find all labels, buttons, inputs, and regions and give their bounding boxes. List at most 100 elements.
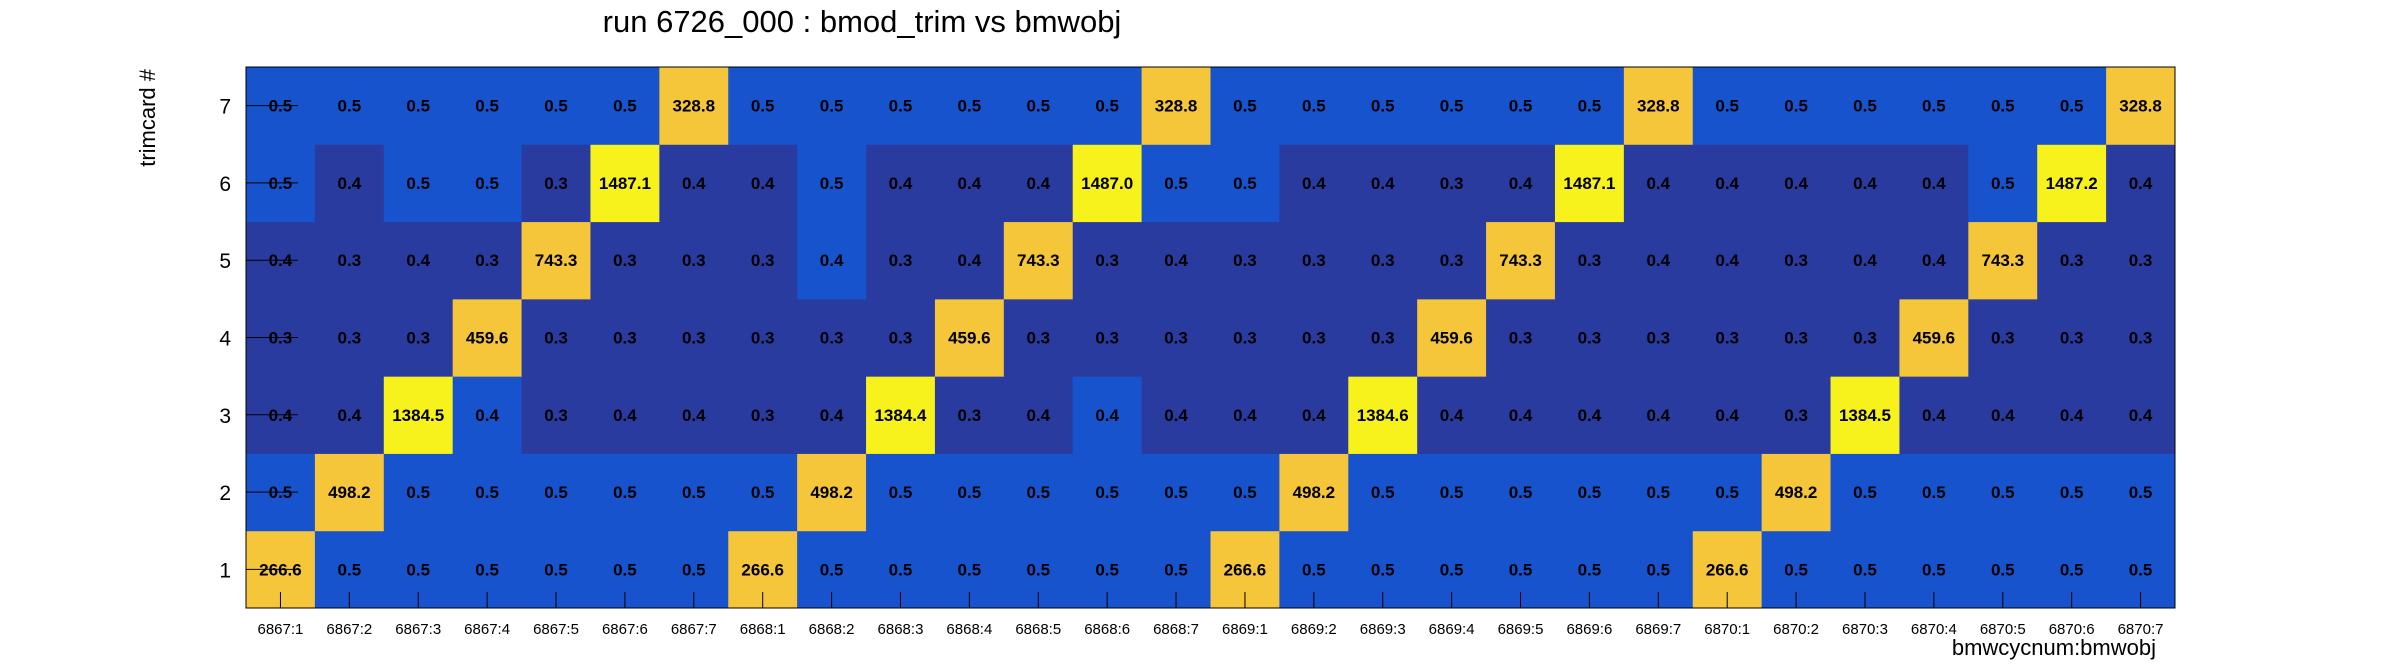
cell-value-label: 0.3 <box>1233 251 1257 270</box>
cell-value-label: 0.3 <box>820 329 844 348</box>
cell-value-label: 459.6 <box>1913 329 1956 348</box>
cell-value-label: 0.3 <box>613 251 637 270</box>
cell-value-label: 0.5 <box>1853 483 1877 502</box>
cell-value-label: 0.3 <box>544 329 568 348</box>
x-tick-label: 6870:7 <box>2118 621 2164 638</box>
cell-value-label: 0.5 <box>1853 560 1877 579</box>
x-tick-label: 6868:5 <box>1015 621 1061 638</box>
cell-value-label: 1384.5 <box>392 406 444 425</box>
cell-value-label: 0.5 <box>1095 483 1119 502</box>
heatmap-cell <box>1830 221 1900 300</box>
cell-value-label: 0.4 <box>406 251 430 270</box>
heatmap-cell <box>521 298 591 377</box>
heatmap-cell <box>383 298 454 377</box>
x-tick-label: 6868:6 <box>1084 621 1130 638</box>
heatmap-cell <box>2037 221 2107 300</box>
heatmap-cell <box>1692 67 1763 145</box>
x-tick-label: 6867:3 <box>395 621 441 638</box>
heatmap-cell <box>1554 67 1625 145</box>
y-tick-label: 4 <box>219 328 231 351</box>
heatmap-cell <box>1279 221 1349 300</box>
cell-value-label: 0.3 <box>751 406 775 425</box>
heatmap-cell <box>314 221 385 300</box>
heatmap-cell <box>1072 67 1143 145</box>
heatmap-cell <box>1348 144 1418 223</box>
cell-value-label: 0.5 <box>1991 560 2015 579</box>
heatmap-cell <box>452 144 523 223</box>
heatmap-cell <box>1141 144 1211 223</box>
heatmap-cell <box>2106 298 2176 377</box>
cell-value-label: 1487.0 <box>1081 174 1133 193</box>
heatmap-cell <box>521 144 591 223</box>
cell-value-label: 0.3 <box>1095 329 1119 348</box>
heatmap-cell <box>1348 67 1418 145</box>
heatmap-cell <box>1210 376 1280 454</box>
heatmap-cell <box>1968 376 2038 454</box>
heatmap-cell <box>1968 221 2038 300</box>
cell-value-label: 0.5 <box>613 483 637 502</box>
cell-value-label: 0.4 <box>1853 251 1877 270</box>
cell-value-label: 0.4 <box>1784 174 1808 193</box>
cell-value-label: 0.4 <box>1371 174 1395 193</box>
cell-value-label: 0.5 <box>1164 483 1188 502</box>
cell-labels: 266.6 0.5 0.5 0.5 0.5 0.5 0.5 266.6 0.5 0.5 0.5 0.5… <box>259 97 2162 580</box>
heatmap-cell <box>1830 453 1900 532</box>
cell-value-label: 0.3 <box>889 251 913 270</box>
cell-value-label: 0.5 <box>338 560 362 579</box>
heatmap-cell <box>1210 298 1280 377</box>
cell-value-label: 0.5 <box>820 97 844 116</box>
cell-value-label: 459.6 <box>948 329 991 348</box>
cell-value-label: 0.4 <box>1026 406 1050 425</box>
heatmap-cell <box>1899 144 1969 223</box>
heatmap-cell <box>1486 67 1556 145</box>
heatmap-cell <box>1279 376 1349 454</box>
cell-value-label: 0.5 <box>2060 483 2084 502</box>
heatmap-cell <box>1554 298 1625 377</box>
cell-value-label: 0.3 <box>1095 251 1119 270</box>
heatmap-cell <box>383 221 454 300</box>
cell-value-label: 0.5 <box>820 560 844 579</box>
cell-value-label: 0.5 <box>2129 483 2153 502</box>
cell-value-label: 1487.1 <box>1563 174 1615 193</box>
cell-value-label: 0.4 <box>1026 174 1050 193</box>
cell-value-label: 743.3 <box>535 251 578 270</box>
heatmap-cell <box>1417 376 1487 454</box>
cell-value-label: 0.4 <box>1922 251 1946 270</box>
cell-value-label: 0.5 <box>751 97 775 116</box>
cell-value-label: 0.4 <box>1302 174 1326 193</box>
heatmap-cell <box>1210 221 1280 300</box>
heatmap-cell <box>1692 453 1763 532</box>
x-tick-label: 6870:6 <box>2049 621 2095 638</box>
heatmap-cell <box>1623 144 1694 223</box>
heatmap-cell <box>659 221 729 300</box>
x-tick-label: 6869:7 <box>1635 621 1681 638</box>
heatmap-cell <box>1761 67 1832 145</box>
heatmap-cell <box>1486 298 1556 377</box>
cell-value-label: 0.3 <box>2060 251 2084 270</box>
cell-value-label: 0.5 <box>751 483 775 502</box>
heatmap-cell <box>1623 376 1694 454</box>
heatmap-cell <box>590 67 660 145</box>
cell-value-label: 0.5 <box>820 174 844 193</box>
heatmap-cell <box>314 298 385 377</box>
cell-value-label: 0.5 <box>1509 483 1533 502</box>
heatmap-cell <box>1623 67 1694 145</box>
cell-value-label: 0.3 <box>1578 329 1602 348</box>
heatmap-cell <box>797 67 867 145</box>
heatmap-cell <box>2037 298 2107 377</box>
cell-value-label: 0.5 <box>475 560 499 579</box>
cell-value-label: 0.3 <box>751 251 775 270</box>
cell-value-label: 0.5 <box>613 560 637 579</box>
cell-value-label: 0.5 <box>475 174 499 193</box>
cell-value-label: 1487.1 <box>599 174 651 193</box>
cell-value-label: 0.5 <box>1026 97 1050 116</box>
cell-value-label: 0.5 <box>1991 174 2015 193</box>
cell-value-label: 0.5 <box>1026 483 1050 502</box>
x-axis-label: bmwcycnum:bmwobj <box>1952 635 2156 660</box>
heatmap-cell <box>1692 144 1763 223</box>
cell-value-label: 743.3 <box>1017 251 1060 270</box>
heatmap-cell <box>1761 221 1832 300</box>
cell-value-label: 0.5 <box>1302 97 1326 116</box>
cell-value-label: 0.5 <box>406 560 430 579</box>
cell-value-label: 498.2 <box>328 483 371 502</box>
